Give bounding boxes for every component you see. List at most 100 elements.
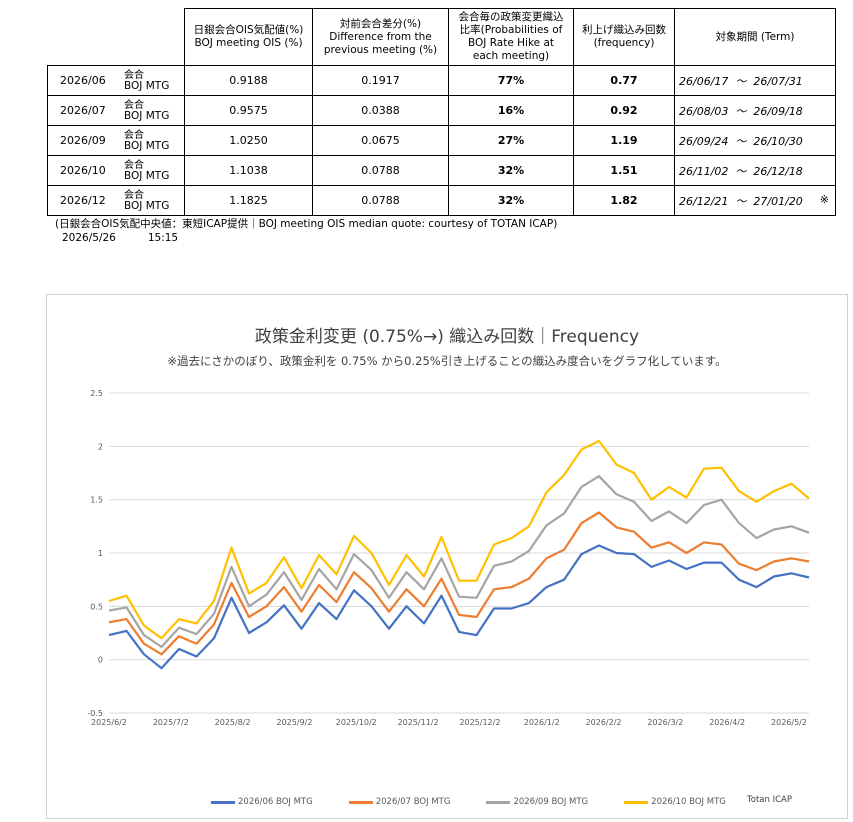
meeting-month: 2026/06 xyxy=(60,74,106,87)
prob-cell: 32% xyxy=(448,155,574,186)
header-prob: 会合毎の政策変更織込 比率(Probabilities of BOJ Rate … xyxy=(448,8,574,66)
header-term: 対象期間 (Term) xyxy=(674,8,836,66)
prob-cell: 32% xyxy=(448,185,574,216)
meeting-kaigo-label: 会合 xyxy=(124,190,144,201)
timestamp-date: 2026/5/26 xyxy=(62,232,116,244)
legend-item: 2026/10 BOJ MTG xyxy=(624,797,726,807)
diff-cell: 0.1917 xyxy=(312,65,449,96)
x-tick-label: 2025/12/2 xyxy=(459,718,500,727)
diff-cell: 0.0675 xyxy=(312,125,449,156)
table-row: 2026/06 会合 BOJ MTG 0.9188 0.1917 77% 0.77 26/06… xyxy=(47,65,836,96)
meeting-cell: 2026/07 会合 BOJ MTG xyxy=(47,95,185,126)
freq-cell: 1.51 xyxy=(573,155,675,186)
legend-swatch xyxy=(348,800,373,804)
meeting-month: 2026/12 xyxy=(60,194,106,207)
prob-cell: 27% xyxy=(448,125,574,156)
chart-legend: 2026/06 BOJ MTG 2026/07 BOJ MTG 2026/09 BO… xyxy=(211,797,762,807)
prob-cell: 77% xyxy=(448,65,574,96)
prob-cell: 16% xyxy=(448,95,574,126)
term-tilde: ～ xyxy=(735,74,747,88)
source-note: (日銀会合OIS気配中央値：東短ICAP提供｜BOJ meeting OIS m… xyxy=(55,218,558,230)
term-start: 26/06/17 xyxy=(679,74,729,88)
header-blank-cell xyxy=(48,9,185,66)
term-tilde: ～ xyxy=(735,164,747,178)
ois-cell: 0.9575 xyxy=(184,95,313,126)
chart-area: 政策金利変更 (0.75%→) 織込み回数｜Frequency ※過去にさかのぼ… xyxy=(46,294,848,819)
term-note-mark: ※ xyxy=(819,193,829,206)
header-prob-line: BOJ Rate Hike at xyxy=(468,37,554,49)
header-freq-line: 利上げ織込み回数 xyxy=(582,24,666,36)
chart-source: Totan ICAP xyxy=(747,795,792,805)
ois-table: 日銀会合OIS気配値(%) BOJ meeting OIS (%) 対前会合差分… xyxy=(47,8,836,216)
x-tick-label: 2025/9/2 xyxy=(276,718,312,727)
meeting-month: 2026/10 xyxy=(60,164,106,177)
y-tick-label: 0.5 xyxy=(90,602,103,611)
legend-swatch xyxy=(624,800,649,804)
meeting-boj-label: BOJ MTG xyxy=(124,140,170,152)
series-line xyxy=(108,475,810,648)
meeting-cell: 2026/10 会合 BOJ MTG xyxy=(47,155,185,186)
legend-item: 2026/09 BOJ MTG xyxy=(486,797,588,807)
legend-item: 2026/06 BOJ MTG xyxy=(211,797,313,807)
freq-cell: 0.92 xyxy=(573,95,675,126)
diff-cell: 0.0788 xyxy=(312,155,449,186)
diff-cell: 0.0388 xyxy=(312,95,449,126)
meeting-cell: 2026/12 会合 BOJ MTG xyxy=(47,185,185,216)
legend-label: 2026/09 BOJ MTG xyxy=(513,797,589,807)
y-tick-label: -0.5 xyxy=(87,709,103,718)
meeting-month: 2026/07 xyxy=(60,104,106,117)
meeting-kaigo-label: 会合 xyxy=(124,70,144,81)
ois-cell: 1.0250 xyxy=(184,125,313,156)
freq-cell: 0.77 xyxy=(573,65,675,96)
chart-title: 政策金利変更 (0.75%→) 織込み回数｜Frequency xyxy=(254,327,640,347)
meeting-boj-label: BOJ MTG xyxy=(124,110,170,122)
legend-item: 2026/07 BOJ MTG xyxy=(348,797,451,807)
table-row: 2026/12 会合 BOJ MTG 1.1825 0.0788 32% 1.82 26/12… xyxy=(47,185,836,216)
meeting-boj-label: BOJ MTG xyxy=(124,200,170,212)
series-line xyxy=(108,439,810,640)
header-ois-line: BOJ meeting OIS (%) xyxy=(194,37,303,49)
term-end: 26/12/18 xyxy=(753,164,803,178)
term-cell: 26/06/17 ～ 26/07/31 xyxy=(674,65,836,96)
timestamp-time: 15:15 xyxy=(147,232,179,244)
freq-cell: 1.82 xyxy=(573,185,675,216)
header-prob-line: each meeting) xyxy=(472,50,550,62)
header-prob-line: 会合毎の政策変更織込 xyxy=(458,11,564,23)
x-tick-label: 2026/3/2 xyxy=(647,718,683,727)
x-tick-label: 2026/5/2 xyxy=(771,718,807,727)
x-tick-label: 2026/1/2 xyxy=(524,718,560,727)
legend-label: 2026/07 BOJ MTG xyxy=(375,797,451,807)
table-body: 2026/06 会合 BOJ MTG 0.9188 0.1917 77% 0.77 26/06… xyxy=(47,65,836,216)
series-line xyxy=(108,511,810,656)
term-end: 26/07/31 xyxy=(753,74,803,88)
term-end: 26/10/30 xyxy=(753,134,803,148)
header-diff-line: Difference from the xyxy=(329,30,432,43)
term-tilde: ～ xyxy=(735,134,747,148)
table-header-row: 日銀会合OIS気配値(%) BOJ meeting OIS (%) 対前会合差分… xyxy=(48,8,836,66)
header-diff-line: 対前会合差分(%) xyxy=(339,17,422,30)
meeting-boj-label: BOJ MTG xyxy=(124,80,170,92)
table-row: 2026/09 会合 BOJ MTG 1.0250 0.0675 27% 1.19 26/09… xyxy=(47,125,836,156)
ois-cell: 1.1825 xyxy=(184,185,313,216)
y-tick-label: 0 xyxy=(98,656,103,665)
header-freq-line: (frequency) xyxy=(593,37,655,49)
term-end: 27/01/20 xyxy=(753,194,803,208)
x-tick-label: 2025/8/2 xyxy=(215,718,251,727)
header-ois: 日銀会合OIS気配値(%) BOJ meeting OIS (%) xyxy=(184,8,313,66)
meeting-month: 2026/09 xyxy=(60,134,106,147)
x-tick-label: 2025/6/2 xyxy=(91,718,127,727)
x-tick-label: 2025/7/2 xyxy=(153,718,189,727)
series-line xyxy=(108,544,810,670)
legend-swatch xyxy=(486,800,511,804)
meeting-cell: 2026/09 会合 BOJ MTG xyxy=(47,125,185,156)
meeting-boj-label: BOJ MTG xyxy=(124,170,170,182)
header-ois-line: 日銀会合OIS気配値(%) xyxy=(193,24,304,36)
meeting-kaigo-label: 会合 xyxy=(124,130,144,141)
freq-cell: 1.19 xyxy=(573,125,675,156)
y-tick-label: 2.5 xyxy=(90,389,103,398)
timestamp: 2026/5/26 15:15 xyxy=(62,232,210,244)
diff-cell: 0.0788 xyxy=(312,185,449,216)
term-cell: 26/09/24 ～ 26/10/30 xyxy=(674,125,836,156)
table-row: 2026/10 会合 BOJ MTG 1.1038 0.0788 32% 1.51 26/11… xyxy=(47,155,836,186)
